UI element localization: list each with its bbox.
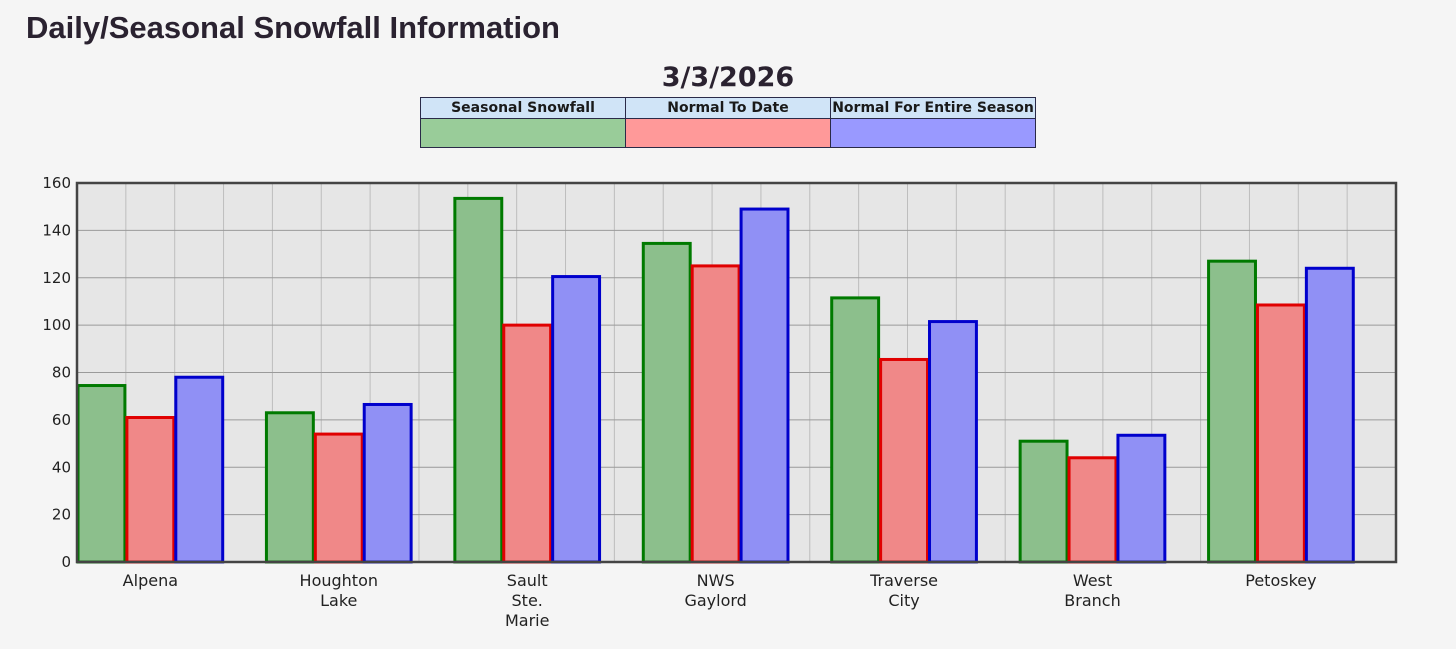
bar-normal-entire-season bbox=[174, 375, 225, 564]
x-category-label-line: Sault bbox=[507, 571, 548, 590]
x-category-label-line: West bbox=[1073, 571, 1112, 590]
y-tick-label: 80 bbox=[52, 364, 71, 382]
bar-normal-entire-season bbox=[362, 402, 413, 564]
x-category-label-line: Houghton bbox=[300, 571, 378, 590]
date-text: 3/3/2026 bbox=[661, 62, 795, 93]
y-tick-label: 140 bbox=[42, 221, 71, 239]
bar-normal-entire-season bbox=[1304, 266, 1355, 564]
bar-seasonal bbox=[1207, 259, 1257, 564]
y-tick-label: 100 bbox=[42, 316, 71, 334]
bar-seasonal bbox=[453, 196, 504, 564]
bar-seasonal bbox=[264, 411, 315, 564]
bar-seasonal bbox=[830, 296, 881, 564]
bar-normal-to-date bbox=[690, 264, 741, 564]
x-category-label: NWS Gaylord bbox=[684, 571, 746, 610]
y-tick-label: 160 bbox=[42, 174, 71, 192]
x-category-label-line: Alpena bbox=[123, 571, 178, 590]
x-category-label: Alpena bbox=[123, 571, 178, 590]
x-category-label-line: City bbox=[888, 591, 919, 610]
bar-normal-entire-season bbox=[928, 320, 978, 564]
x-category-label-line: Branch bbox=[1064, 591, 1120, 610]
x-category-label-line: Gaylord bbox=[684, 591, 746, 610]
x-category-label: Traverse City bbox=[869, 571, 938, 610]
date-label: 3/3/2026 bbox=[0, 62, 1456, 93]
bar-normal-to-date bbox=[125, 416, 176, 564]
bar-normal-to-date bbox=[313, 432, 364, 564]
x-category-label-line: Petoskey bbox=[1245, 571, 1316, 590]
x-category-label: West Branch bbox=[1064, 571, 1120, 610]
x-category-label-line: Lake bbox=[320, 591, 357, 610]
x-category-label-line: Traverse bbox=[869, 571, 938, 590]
bar-normal-to-date bbox=[1255, 303, 1306, 564]
bar-normal-entire-season bbox=[1116, 433, 1167, 564]
bar-normal-to-date bbox=[502, 323, 553, 564]
legend-swatch-row bbox=[420, 118, 1036, 148]
legend-label-seasonal: Seasonal Snowfall bbox=[420, 97, 626, 119]
legend: Seasonal Snowfall Normal To Date Normal … bbox=[420, 97, 1036, 148]
x-category-label: Petoskey bbox=[1245, 571, 1316, 590]
page-title: Daily/Seasonal Snowfall Information bbox=[26, 10, 560, 45]
legend-swatch-normal-entire-season bbox=[830, 118, 1036, 148]
legend-header-row: Seasonal Snowfall Normal To Date Normal … bbox=[420, 97, 1036, 119]
x-category-label-line: NWS bbox=[697, 571, 735, 590]
y-tick-label: 0 bbox=[61, 553, 71, 571]
y-tick-label: 20 bbox=[52, 506, 71, 524]
plot-border bbox=[75, 181, 1398, 564]
legend-label-normal-to-date: Normal To Date bbox=[625, 97, 831, 119]
y-tick-label: 60 bbox=[52, 411, 71, 429]
bar-normal-to-date bbox=[1067, 456, 1118, 564]
bar-seasonal bbox=[1018, 439, 1069, 564]
bar-normal-entire-season bbox=[739, 207, 790, 564]
bar-seasonal bbox=[641, 241, 692, 564]
legend-swatch-seasonal bbox=[420, 118, 626, 148]
x-category-label-line: Marie bbox=[505, 611, 549, 630]
bar-normal-to-date bbox=[879, 357, 930, 564]
bar-normal-entire-season bbox=[551, 275, 602, 564]
y-tick-label: 120 bbox=[42, 269, 71, 287]
x-category-label: Houghton Lake bbox=[300, 571, 378, 610]
x-category-label: Sault Ste. Marie bbox=[505, 571, 549, 630]
x-category-label-line: Ste. bbox=[512, 591, 543, 610]
bar-seasonal bbox=[76, 384, 127, 564]
legend-label-normal-entire-season: Normal For Entire Season bbox=[830, 97, 1036, 119]
y-tick-label: 40 bbox=[52, 458, 71, 476]
legend-swatch-normal-to-date bbox=[625, 118, 831, 148]
